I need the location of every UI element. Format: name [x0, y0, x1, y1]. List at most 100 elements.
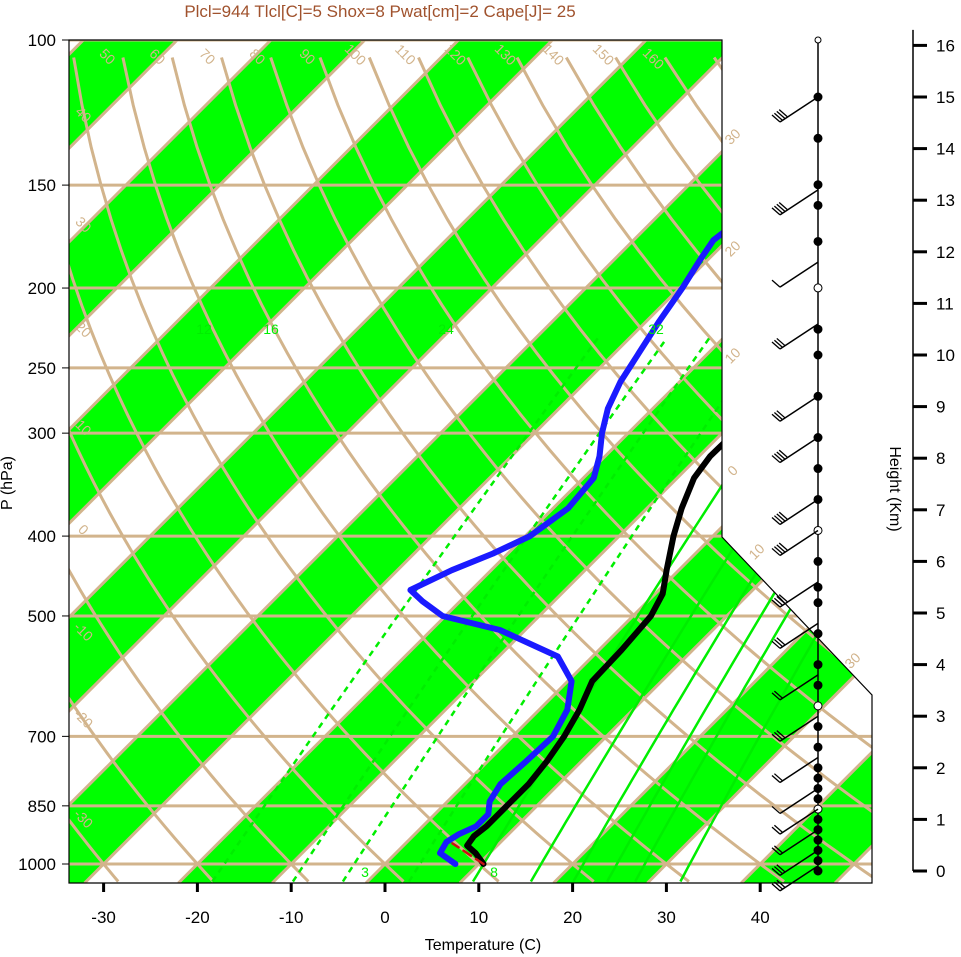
- height-tick-label: 15: [936, 88, 955, 107]
- mixing-ratio-label: 3: [361, 864, 369, 880]
- wind-barb-feather: [773, 881, 783, 890]
- wind-barb-feather: [776, 879, 786, 888]
- temperature-tick-label: 20: [563, 908, 582, 927]
- wind-barb-feather: [773, 690, 783, 699]
- wind-barb-shaft: [779, 849, 819, 876]
- wind-barb-feather: [773, 112, 783, 121]
- mixing-ratio-line: [407, 337, 767, 883]
- isotherm-band: [178, 40, 872, 883]
- wind-level-dot: [813, 629, 823, 639]
- wind-barb-shaft: [779, 865, 819, 892]
- wind-barb-feather: [773, 773, 783, 782]
- wind-barb-shaft: [779, 96, 819, 123]
- wind-barb-feather: [776, 595, 786, 604]
- wind-profile: [771, 36, 823, 892]
- dry-adiabat: [860, 56, 872, 883]
- wind-level-dot: [813, 701, 823, 711]
- pressure-tick-label: 500: [28, 607, 56, 626]
- wind-barb-feather: [773, 597, 783, 606]
- wind-barb-feather: [771, 599, 781, 608]
- y2-axis-title: Height (Km): [886, 446, 903, 531]
- dry-adiabat: [466, 56, 872, 883]
- wind-level-dot: [813, 283, 823, 293]
- dry-adiabat: [69, 57, 405, 883]
- wind-level-dot: [813, 814, 823, 824]
- wind-barb-feather: [778, 109, 788, 118]
- wind-barb-feather: [771, 826, 781, 835]
- isotherm-label: 10: [721, 344, 743, 366]
- wind-level-dot: [813, 773, 823, 783]
- wind-barb-shaft: [779, 674, 819, 701]
- isotherm-label: 10: [745, 540, 767, 562]
- isotherm-line: [69, 40, 460, 883]
- wind-barb-feather: [773, 205, 783, 214]
- wind-barb-feather: [776, 544, 786, 553]
- height-tick-label: 8: [936, 449, 945, 468]
- wind-level-dot: [813, 680, 823, 690]
- isotherm-line: [69, 40, 554, 883]
- isotherm-line: [458, 40, 872, 883]
- wind-level-dot: [813, 598, 823, 608]
- wind-barb-feather: [778, 511, 788, 520]
- plot-frame: [68, 39, 873, 884]
- mixing-ratio-label: 24: [438, 321, 454, 337]
- height-tick-label: 4: [936, 656, 945, 675]
- pressure-tick-label: 300: [28, 424, 56, 443]
- wind-barb-feather: [776, 730, 786, 739]
- pressure-tick-label: 250: [28, 359, 56, 378]
- dry-adiabat-label: 70: [196, 45, 218, 67]
- wind-barb-feather: [771, 692, 781, 701]
- wind-barb-feather: [778, 201, 788, 210]
- isotherm-line: [69, 40, 273, 883]
- isotherm-line: [552, 40, 872, 883]
- wind-barb-shaft: [779, 323, 819, 350]
- wind-level-dot: [813, 350, 823, 360]
- wind-barb-feather: [776, 410, 786, 419]
- wind-level-dot: [813, 794, 823, 804]
- pressure-tick-label: 150: [28, 176, 56, 195]
- wind-barb-shaft: [779, 395, 819, 422]
- isotherm-label: 0: [724, 462, 741, 479]
- wind-level-dot: [813, 866, 823, 876]
- pressure-tick-label: 850: [28, 797, 56, 816]
- pressure-tick-label: 1000: [18, 855, 56, 874]
- isotherm-label: 20: [721, 237, 743, 259]
- wind-barb-feather: [773, 515, 783, 524]
- wind-level-dot: [813, 742, 823, 752]
- wind-barb-feather: [771, 547, 781, 556]
- temperature-tick-label: 40: [751, 908, 770, 927]
- height-tick-label: 10: [936, 346, 955, 365]
- wind-barb-shaft: [779, 529, 819, 557]
- height-tick-label: 13: [936, 191, 955, 210]
- height-tick-label: 16: [936, 36, 955, 55]
- wind-barb-shaft: [779, 498, 819, 526]
- wind-level-dot: [813, 464, 823, 474]
- wind-level-dot: [813, 763, 823, 773]
- temperature-tick-label: 10: [469, 908, 488, 927]
- wind-level-dot: [813, 556, 823, 566]
- wind-barb-feather: [776, 864, 786, 873]
- isotherm-line: [69, 40, 835, 883]
- wind-barb-feather: [776, 637, 786, 646]
- wind-barb-feather: [776, 451, 786, 460]
- wind-barb-shaft: [779, 622, 819, 649]
- height-tick-label: 0: [936, 862, 945, 881]
- wind-level-dot: [813, 660, 823, 670]
- wind-level-dot: [813, 133, 823, 143]
- temperature-tick-label: -30: [91, 908, 116, 927]
- temperature-tick-label: 0: [380, 908, 389, 927]
- height-tick-label: 3: [936, 707, 945, 726]
- wind-barb-feather: [771, 805, 781, 814]
- wind-barb-shaft: [779, 715, 819, 742]
- wind-barb-shaft: [779, 808, 819, 835]
- height-tick-label: 12: [936, 243, 955, 262]
- wind-level-dot: [814, 36, 822, 44]
- wind-barb-feather: [773, 546, 783, 555]
- wind-barb-feather: [778, 449, 788, 458]
- height-tick-label: 6: [936, 552, 945, 571]
- wind-barb-shaft: [779, 787, 819, 815]
- chart-title: Plcl=944 Tlcl[C]=5 Shox=8 Pwat[cm]=2 Cap…: [184, 2, 575, 21]
- wind-barb-feather: [778, 594, 788, 603]
- wind-barb-feather: [776, 337, 786, 346]
- wind-barb-feather: [778, 542, 788, 551]
